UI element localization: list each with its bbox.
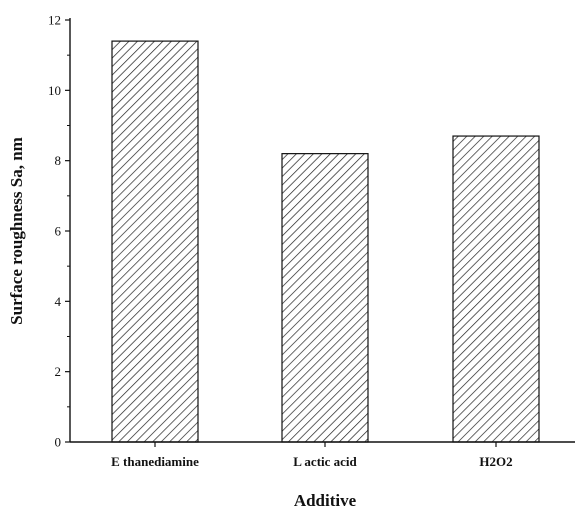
y-tick-label: 12: [48, 13, 61, 28]
y-tick-label: 10: [48, 83, 61, 98]
y-tick-label: 0: [55, 435, 62, 450]
y-tick-label: 6: [55, 224, 62, 239]
bar-1: [111, 40, 199, 443]
x-tick-label: L actic acid: [293, 454, 357, 469]
x-axis-title: Additive: [294, 491, 357, 510]
y-tick-label: 2: [55, 364, 62, 379]
y-ticks: 0 2 4 6 8 10 12: [48, 13, 70, 450]
bar-2: [281, 153, 369, 443]
bar-3: [452, 135, 540, 443]
y-axis-title: Surface roughness Sa, nm: [7, 137, 26, 325]
y-tick-label: 8: [55, 153, 62, 168]
y-tick-label: 4: [55, 294, 62, 309]
bars-layer: [111, 40, 540, 443]
x-ticks: E thanediamine L actic acid H2O2: [111, 442, 513, 469]
x-tick-label: H2O2: [479, 454, 512, 469]
x-tick-label: E thanediamine: [111, 454, 199, 469]
